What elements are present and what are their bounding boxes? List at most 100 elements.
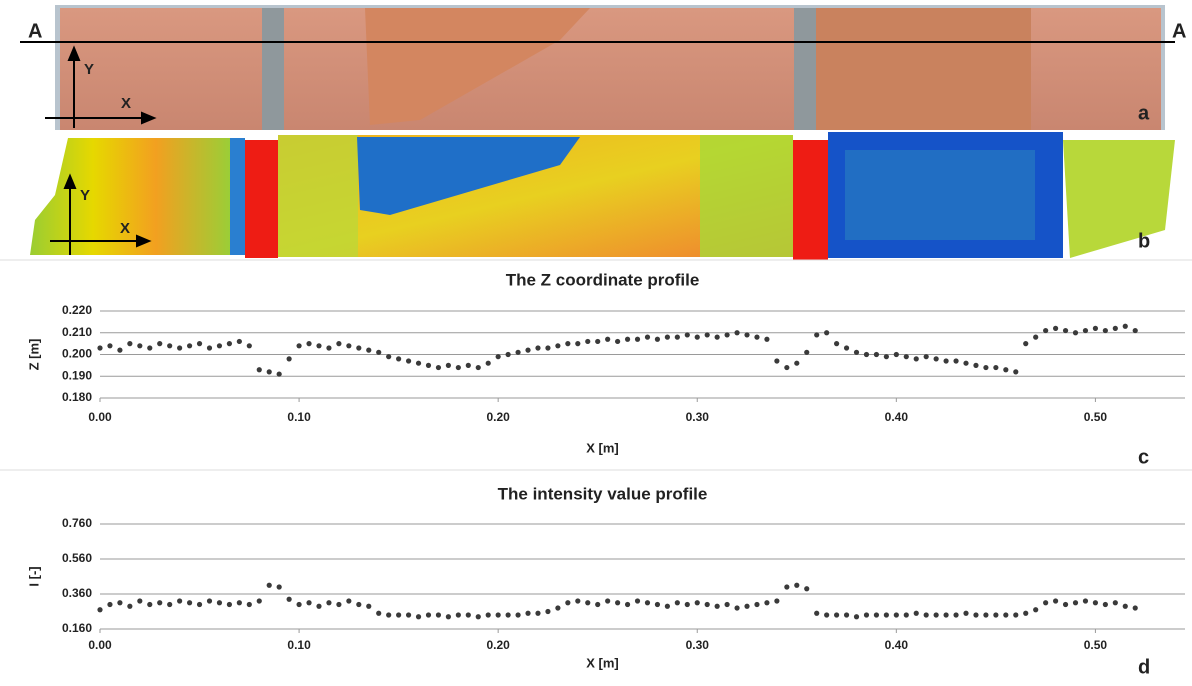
data-point [496, 612, 501, 617]
data-point [545, 609, 550, 614]
data-point [665, 604, 670, 609]
y-tick-label: 0.160 [62, 621, 92, 635]
data-point [426, 363, 431, 368]
data-point [1073, 600, 1078, 605]
data-point [446, 363, 451, 368]
axis-letter: Y [84, 61, 94, 78]
data-point [545, 345, 550, 350]
data-point [914, 356, 919, 361]
mortar [262, 8, 284, 130]
data-point [874, 352, 879, 357]
data-point [466, 363, 471, 368]
data-point [953, 358, 958, 363]
data-point [535, 345, 540, 350]
data-point [555, 343, 560, 348]
data-point [655, 602, 660, 607]
data-point [1113, 600, 1118, 605]
photo [55, 5, 1165, 130]
data-point [774, 358, 779, 363]
data-point [764, 600, 769, 605]
data-point [227, 341, 232, 346]
panel-label: a [1138, 102, 1150, 124]
data-point [834, 341, 839, 346]
data-point [824, 330, 829, 335]
y-tick-label: 0.760 [62, 516, 92, 530]
data-point [207, 345, 212, 350]
data-point [197, 602, 202, 607]
map-region [845, 150, 1035, 240]
data-point [376, 350, 381, 355]
data-point [1123, 604, 1128, 609]
data-point [655, 337, 660, 342]
data-point [217, 600, 222, 605]
map-region [1063, 140, 1175, 258]
data-point [476, 365, 481, 370]
data-point [585, 339, 590, 344]
data-point [625, 602, 630, 607]
data-point [267, 369, 272, 374]
data-point [217, 343, 222, 348]
data-point [953, 612, 958, 617]
data-point [386, 354, 391, 359]
data-point [306, 600, 311, 605]
intensity-map [30, 132, 1175, 260]
data-point [675, 600, 680, 605]
data-point [496, 354, 501, 359]
data-point [426, 612, 431, 617]
data-point [774, 598, 779, 603]
data-point [127, 604, 132, 609]
x-tick-label: 0.10 [287, 638, 311, 652]
data-point [1033, 335, 1038, 340]
data-point [257, 367, 262, 372]
axis-letter: X [120, 220, 130, 237]
data-point [565, 341, 570, 346]
data-point [685, 332, 690, 337]
data-point [854, 614, 859, 619]
data-point [356, 345, 361, 350]
chart-title: The Z coordinate profile [506, 270, 700, 289]
data-point [1033, 607, 1038, 612]
data-point [924, 612, 929, 617]
data-point [316, 343, 321, 348]
data-point [277, 584, 282, 589]
data-point [983, 612, 988, 617]
data-point [894, 612, 899, 617]
figure: A A Y X a Y X b c d The Z coordinate pro… [0, 0, 1192, 686]
panel-label: d [1138, 656, 1150, 678]
x-tick-label: 0.00 [88, 410, 112, 424]
x-tick-label: 0.50 [1084, 410, 1108, 424]
data-point [1103, 328, 1108, 333]
data-point [167, 343, 172, 348]
data-point [296, 602, 301, 607]
data-point [1003, 612, 1008, 617]
data-point [177, 345, 182, 350]
data-point [237, 339, 242, 344]
data-point [993, 612, 998, 617]
data-point [97, 345, 102, 350]
data-point [575, 598, 580, 603]
data-point [635, 598, 640, 603]
data-point [207, 598, 212, 603]
data-point [406, 358, 411, 363]
data-point [416, 614, 421, 619]
data-point [1013, 612, 1018, 617]
data-point [754, 602, 759, 607]
data-point [167, 602, 172, 607]
data-point [874, 612, 879, 617]
data-point [595, 602, 600, 607]
data-point [1083, 598, 1088, 603]
data-point [456, 612, 461, 617]
data-point [764, 337, 769, 342]
data-point [525, 611, 530, 616]
data-point [844, 345, 849, 350]
axis-letter: Y [80, 187, 90, 204]
data-point [754, 335, 759, 340]
data-point [615, 339, 620, 344]
data-point [924, 354, 929, 359]
data-point [107, 602, 112, 607]
y-tick-label: 0.560 [62, 551, 92, 565]
data-point [436, 612, 441, 617]
data-point [864, 352, 869, 357]
y-axis-label: I [-] [26, 566, 41, 586]
data-point [605, 598, 610, 603]
